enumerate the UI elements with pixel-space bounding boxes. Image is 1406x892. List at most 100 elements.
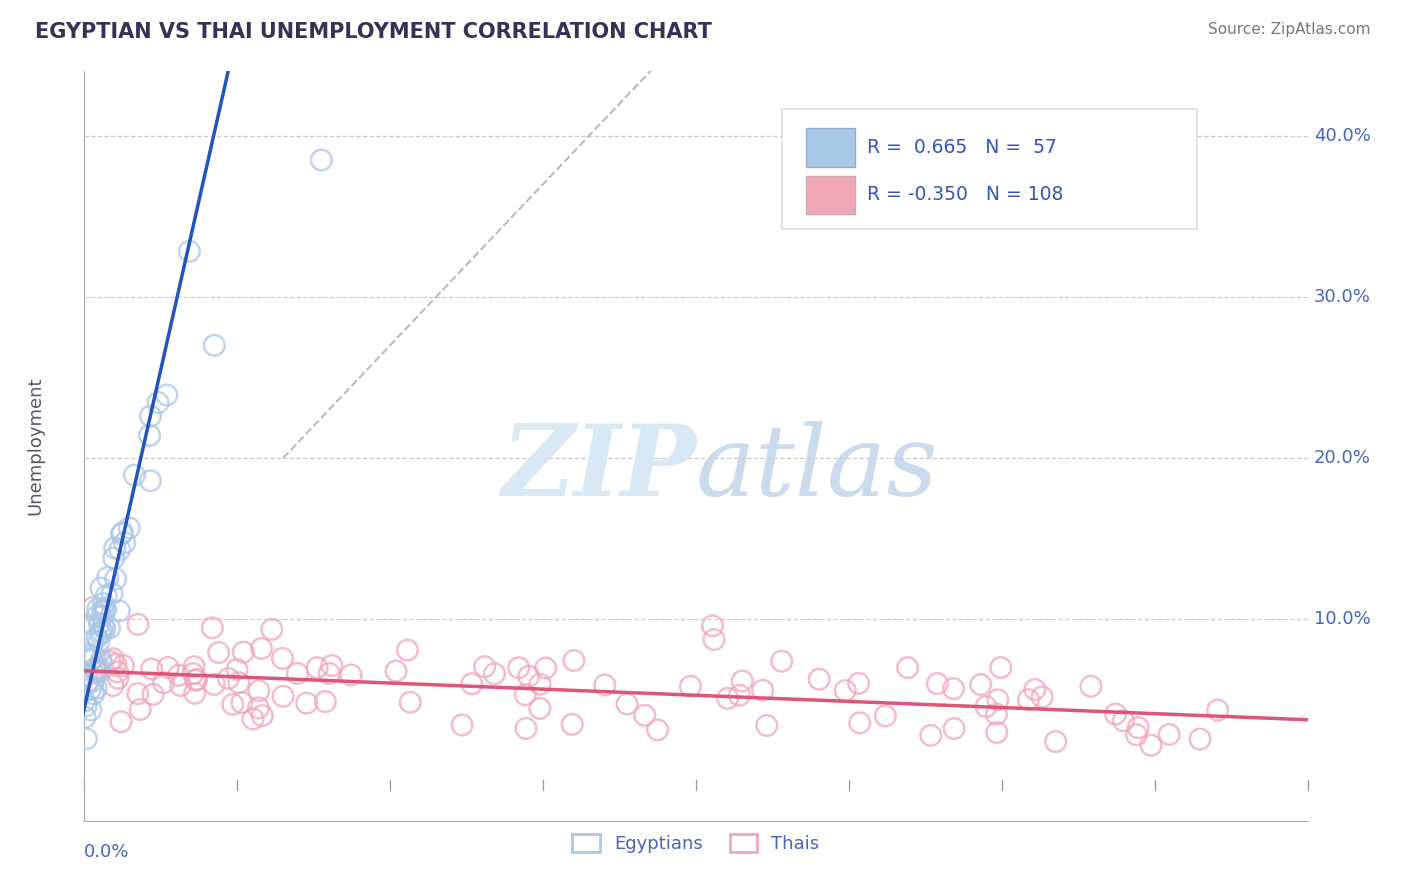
Point <box>385 664 408 678</box>
Point <box>90 609 112 624</box>
Point <box>731 673 754 688</box>
Point <box>80 652 103 666</box>
Text: atlas: atlas <box>696 421 939 516</box>
Point <box>484 666 506 681</box>
Point <box>593 678 616 692</box>
Point <box>508 661 530 675</box>
Point <box>86 609 108 624</box>
Point <box>169 678 191 692</box>
Text: R =  0.665   N =  57: R = 0.665 N = 57 <box>868 138 1057 157</box>
Point <box>96 589 118 603</box>
Point <box>89 617 111 632</box>
Point <box>129 702 152 716</box>
Point <box>647 723 669 737</box>
Point <box>146 395 169 409</box>
FancyBboxPatch shape <box>806 128 855 168</box>
Point <box>152 675 174 690</box>
Point <box>318 666 340 681</box>
Point <box>80 703 103 717</box>
Point <box>208 646 231 660</box>
Point <box>73 694 96 708</box>
Point <box>104 541 127 555</box>
Point <box>157 660 180 674</box>
Point <box>76 677 98 691</box>
Point <box>201 621 224 635</box>
Point <box>252 708 274 723</box>
Point <box>139 474 162 488</box>
FancyBboxPatch shape <box>806 176 855 214</box>
Point <box>84 665 107 680</box>
Point <box>202 677 225 691</box>
Point <box>1140 738 1163 752</box>
Point <box>93 597 115 611</box>
Text: Source: ZipAtlas.com: Source: ZipAtlas.com <box>1208 22 1371 37</box>
Point <box>93 622 115 636</box>
Point <box>1128 721 1150 735</box>
Point <box>156 388 179 402</box>
Point <box>86 631 108 645</box>
Text: ZIP: ZIP <box>501 420 696 516</box>
Point <box>217 672 239 686</box>
Point <box>93 619 115 633</box>
Point <box>717 691 740 706</box>
Point <box>77 647 100 661</box>
Point <box>226 662 249 676</box>
Point <box>920 728 942 742</box>
Point <box>183 686 205 700</box>
Point <box>679 679 702 693</box>
Point <box>942 681 965 696</box>
Point <box>1031 690 1053 704</box>
Point <box>1018 692 1040 706</box>
Text: 20.0%: 20.0% <box>1313 449 1371 467</box>
Point <box>73 710 96 724</box>
Point <box>114 535 136 549</box>
Point <box>77 674 100 689</box>
Point <box>90 581 112 595</box>
Text: R = -0.350   N = 108: R = -0.350 N = 108 <box>868 186 1063 204</box>
Point <box>89 662 111 676</box>
Point <box>90 653 112 667</box>
Point <box>1125 728 1147 742</box>
Point <box>974 699 997 714</box>
Point <box>751 683 773 698</box>
Point <box>75 731 97 746</box>
Point <box>142 687 165 701</box>
Point <box>295 696 318 710</box>
Point <box>82 600 104 615</box>
Point <box>943 722 966 736</box>
Point <box>98 621 121 635</box>
Point <box>79 681 101 696</box>
Point <box>311 153 333 167</box>
Point <box>110 714 132 729</box>
Legend: Egyptians, Thais: Egyptians, Thais <box>565 827 827 860</box>
Point <box>79 648 101 663</box>
Point <box>340 668 363 682</box>
Point <box>986 707 1008 722</box>
Point <box>1045 734 1067 748</box>
Point <box>247 701 270 715</box>
Point <box>110 527 132 541</box>
Point <box>728 688 751 702</box>
Point <box>124 468 146 483</box>
Text: 40.0%: 40.0% <box>1313 127 1371 145</box>
Point <box>127 687 149 701</box>
Point <box>834 683 856 698</box>
Point <box>848 676 870 690</box>
Point <box>451 718 474 732</box>
Point <box>1188 732 1211 747</box>
Point <box>517 669 540 683</box>
Point <box>634 708 657 723</box>
Point <box>139 409 162 424</box>
Point <box>314 695 336 709</box>
Point <box>1112 714 1135 728</box>
Point <box>285 666 308 681</box>
Point <box>103 551 125 566</box>
Point <box>808 672 831 686</box>
Point <box>529 677 551 691</box>
Point <box>986 725 1008 739</box>
Point <box>167 668 190 682</box>
Point <box>91 624 114 639</box>
Point <box>118 521 141 535</box>
Point <box>104 657 127 672</box>
Point <box>75 698 97 713</box>
